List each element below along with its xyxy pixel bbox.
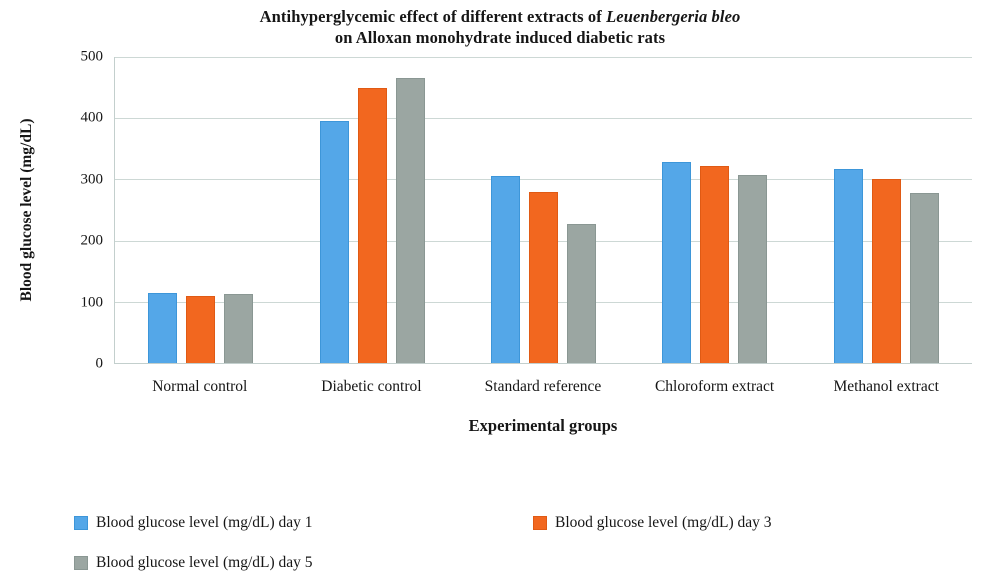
gridline — [115, 179, 972, 181]
x-category-label: Chloroform extract — [654, 378, 775, 395]
bar — [700, 165, 730, 363]
legend-swatch-day3 — [533, 516, 547, 530]
y-tick-label: 100 — [80, 294, 104, 311]
bar — [738, 175, 768, 363]
bar — [224, 293, 254, 363]
bar — [662, 161, 692, 363]
species-name-italic: Leuenbergeria bleo — [606, 7, 741, 26]
bar — [319, 121, 349, 363]
y-tick-label: 300 — [80, 171, 104, 188]
legend-item-day1: Blood glucose level (mg/dL) day 1 — [74, 513, 313, 533]
y-tick-label: 400 — [80, 109, 104, 126]
bar — [833, 169, 863, 363]
bar-group — [458, 57, 629, 363]
legend-item-day3: Blood glucose level (mg/dL) day 3 — [533, 513, 772, 533]
plot-area — [114, 57, 972, 364]
bar — [529, 191, 559, 363]
y-tick-label: 500 — [80, 48, 104, 65]
bar — [909, 192, 939, 363]
legend-swatch-day5 — [74, 556, 88, 570]
bar-group — [115, 57, 286, 363]
legend-item-day5: Blood glucose level (mg/dL) day 5 — [74, 553, 313, 573]
bar-group — [801, 57, 972, 363]
bar — [148, 292, 178, 363]
chart-title: Antihyperglycemic effect of different ex… — [0, 6, 1000, 48]
y-axis-title: Blood glucose level (mg/dL) — [18, 118, 35, 302]
bar — [395, 78, 425, 363]
legend-label-day1: Blood glucose level (mg/dL) day 1 — [96, 514, 313, 531]
bar-group — [286, 57, 457, 363]
legend-label-day5: Blood glucose level (mg/dL) day 5 — [96, 554, 313, 571]
bar — [186, 295, 216, 363]
legend-label-day3: Blood glucose level (mg/dL) day 3 — [555, 514, 772, 531]
chart-title-line1-regular: Antihyperglycemic effect of different ex… — [259, 7, 607, 26]
gridline — [115, 57, 972, 58]
bar-group — [629, 57, 800, 363]
gridline — [115, 118, 972, 120]
y-tick-label: 200 — [80, 232, 104, 249]
y-axis-tick-labels: 0 100 200 300 400 500 — [40, 49, 104, 371]
bars-layer — [115, 57, 972, 363]
bar — [357, 87, 387, 363]
chart-title-line2: on Alloxan monohydrate induced diabetic … — [334, 28, 666, 47]
x-axis-labels: Normal control Diabetic control Standard r… — [114, 378, 972, 396]
bar — [567, 224, 597, 363]
bar — [491, 176, 521, 363]
x-category-label: Standard reference — [484, 378, 602, 395]
legend-swatch-day1 — [74, 516, 88, 530]
y-tick-label: 0 — [95, 355, 104, 372]
chart-title-line1: Antihyperglycemic effect of different ex… — [0, 6, 1000, 27]
x-axis-title: Experimental groups — [468, 416, 618, 435]
x-category-label: Methanol extract — [833, 378, 939, 395]
x-category-label: Normal control — [152, 378, 248, 395]
bar — [871, 179, 901, 363]
x-category-label: Diabetic control — [321, 378, 422, 395]
